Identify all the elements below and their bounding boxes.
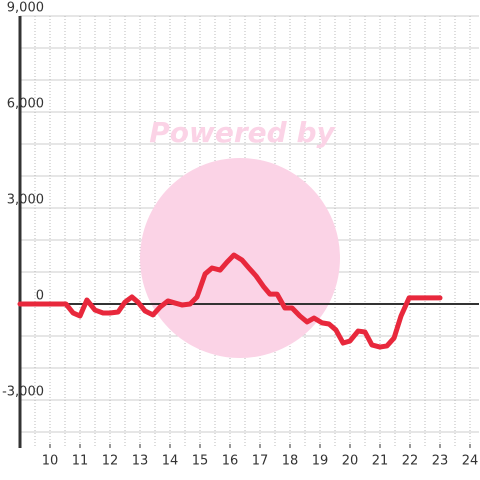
watermark-text: Powered by <box>149 116 336 149</box>
x-tick-label: 14 <box>162 454 179 469</box>
y-tick-label: 0 <box>36 289 44 304</box>
x-tick-label: 13 <box>132 454 149 469</box>
x-tick-label: 20 <box>342 454 359 469</box>
y-tick-label: 6,000 <box>7 97 44 112</box>
x-tick-label: 23 <box>432 454 449 469</box>
x-tick-label: 22 <box>402 454 419 469</box>
x-tick-label: 12 <box>102 454 119 469</box>
x-tick-label: 16 <box>222 454 239 469</box>
y-tick-label: 9,000 <box>7 1 44 16</box>
data-line <box>17 252 443 350</box>
x-tick-label: 10 <box>42 454 59 469</box>
x-tick-label: 19 <box>312 454 329 469</box>
x-tick-label: 18 <box>282 454 299 469</box>
y-tick-label: -3,000 <box>2 385 44 400</box>
x-tick-label: 11 <box>72 454 89 469</box>
x-tick-label: 21 <box>372 454 389 469</box>
x-tick-label: 15 <box>192 454 209 469</box>
x-tick-label: 24 <box>462 454 479 469</box>
x-tick-label: 17 <box>252 454 269 469</box>
y-tick-label: 3,000 <box>7 193 44 208</box>
